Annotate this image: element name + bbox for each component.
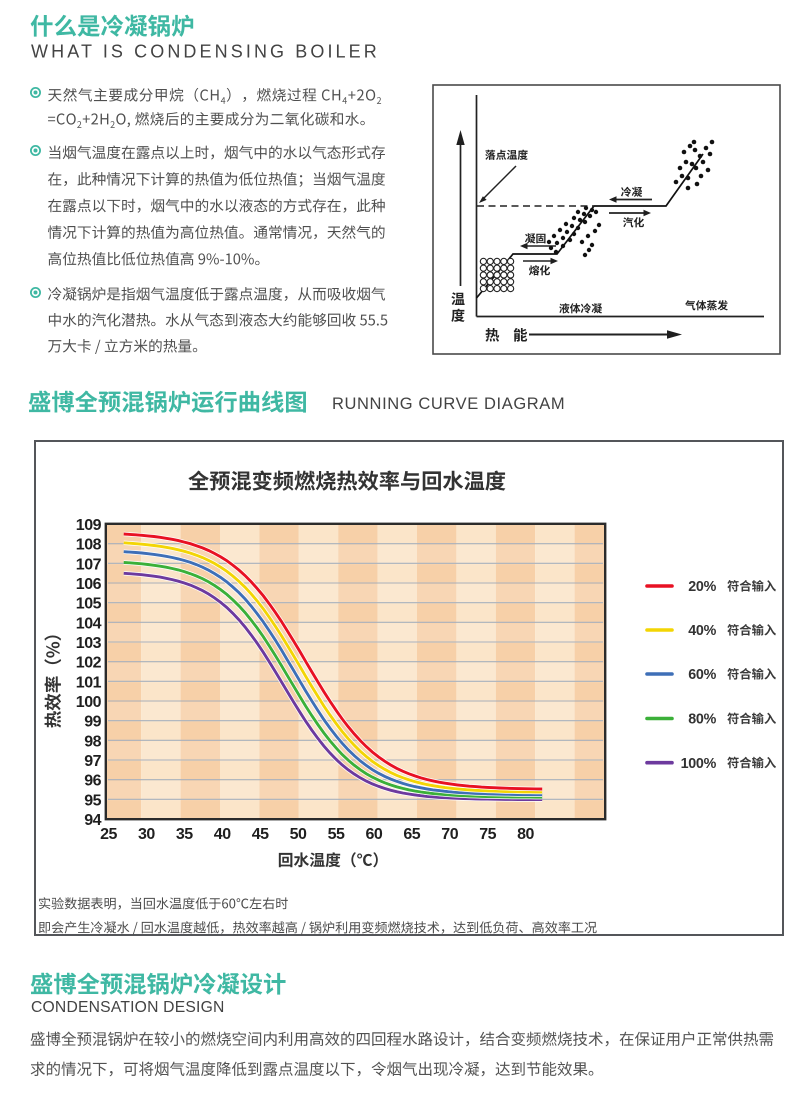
svg-text:99: 99 [84, 714, 101, 731]
svg-text:98: 98 [84, 733, 101, 750]
svg-text:105: 105 [76, 596, 102, 613]
svg-text:80: 80 [517, 826, 534, 843]
svg-text:103: 103 [76, 635, 102, 652]
svg-text:97: 97 [84, 753, 101, 770]
svg-text:80%: 80% [688, 712, 716, 728]
svg-text:RUNNING CURVE DIAGRAM: RUNNING CURVE DIAGRAM [332, 395, 565, 413]
svg-text:104: 104 [76, 615, 102, 632]
svg-text:109: 109 [76, 517, 102, 534]
svg-text:20%: 20% [688, 579, 716, 595]
svg-text:101: 101 [76, 674, 102, 691]
svg-text:40%: 40% [688, 623, 716, 639]
svg-text:60%: 60% [688, 667, 716, 683]
svg-text:55: 55 [328, 826, 345, 843]
svg-text:65: 65 [403, 826, 420, 843]
svg-text:106: 106 [76, 576, 102, 593]
svg-text:70: 70 [441, 826, 458, 843]
svg-text:40: 40 [214, 826, 231, 843]
svg-text:95: 95 [84, 792, 101, 809]
svg-text:100: 100 [76, 694, 102, 711]
svg-text:100%: 100% [681, 756, 717, 772]
svg-text:WHAT IS CONDENSING BOILER: WHAT IS CONDENSING BOILER [31, 42, 380, 62]
svg-text:75: 75 [479, 826, 496, 843]
svg-text:102: 102 [76, 655, 102, 672]
svg-text:45: 45 [252, 826, 269, 843]
svg-text:94: 94 [84, 812, 101, 829]
svg-text:108: 108 [76, 537, 102, 554]
svg-text:30: 30 [138, 826, 155, 843]
svg-text:50: 50 [290, 826, 307, 843]
svg-text:35: 35 [176, 826, 193, 843]
svg-text:25: 25 [100, 826, 117, 843]
svg-text:CONDENSATION DESIGN: CONDENSATION DESIGN [31, 999, 225, 1016]
svg-text:96: 96 [84, 773, 101, 790]
svg-text:107: 107 [76, 556, 102, 573]
svg-text:60: 60 [366, 826, 383, 843]
